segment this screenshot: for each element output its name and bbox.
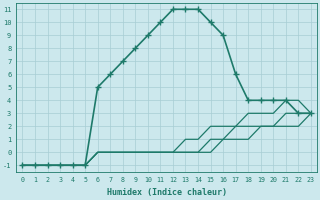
X-axis label: Humidex (Indice chaleur): Humidex (Indice chaleur) (107, 188, 227, 197)
